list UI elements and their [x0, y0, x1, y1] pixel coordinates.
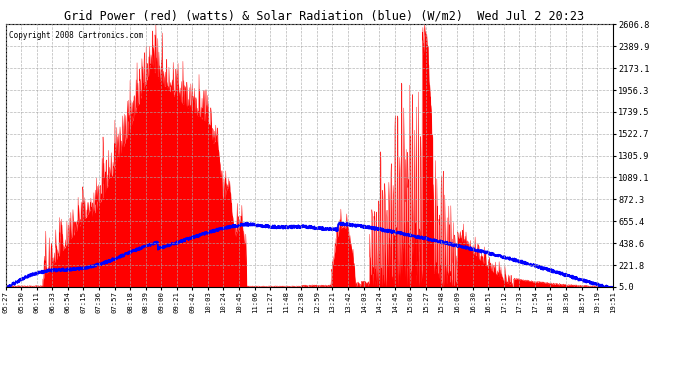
Text: Grid Power (red) (watts) & Solar Radiation (blue) (W/m2)  Wed Jul 2 20:23: Grid Power (red) (watts) & Solar Radiati…	[64, 9, 584, 22]
Text: Copyright 2008 Cartronics.com: Copyright 2008 Cartronics.com	[8, 31, 143, 40]
